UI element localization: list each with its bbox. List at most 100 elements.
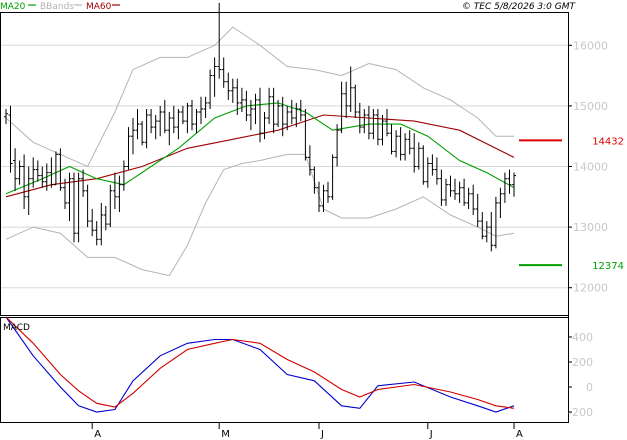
ohlc-bar	[239, 87, 244, 112]
ohlc-bar	[31, 157, 36, 188]
ohlc-bar	[8, 105, 13, 173]
ohlc-bar	[375, 109, 380, 146]
ohlc-bar	[248, 99, 253, 131]
ohlc-bar	[321, 184, 326, 212]
ohlc-bar	[335, 124, 340, 167]
ohlc-bar	[185, 102, 190, 134]
ohlc-bar	[53, 151, 58, 186]
ohlc-bar	[371, 109, 376, 140]
ohlc-bar	[108, 184, 113, 228]
macd-y-tick-label: 400	[572, 331, 593, 344]
price-y-tick-label: 15000	[573, 100, 608, 113]
ohlc-bar	[244, 90, 249, 122]
ohlc-bar	[262, 112, 267, 140]
ohlc-bar	[253, 93, 258, 125]
ohlc-bar	[466, 187, 471, 209]
ohlc-bar	[407, 130, 412, 155]
ohlc-bar	[4, 109, 8, 125]
ohlc-bar	[44, 163, 49, 191]
ohlc-bar	[26, 166, 31, 215]
ohlc-bar	[190, 99, 194, 131]
ohlc-bar	[72, 172, 76, 243]
macd-lines	[5, 316, 515, 413]
copyright-timestamp: © TEC 5/8/2026 3:0 GMT	[462, 2, 577, 12]
macd-y-tick-label: -200	[568, 406, 593, 419]
ohlc-bar	[439, 169, 444, 206]
ohlc-bar	[40, 166, 45, 188]
ohlc-bar	[512, 172, 516, 197]
ohlc-bar	[493, 196, 498, 249]
ma20-line	[5, 102, 515, 195]
ohlc-bar	[475, 193, 480, 228]
ohlc-bar	[63, 178, 67, 209]
price-gridlines	[1, 44, 568, 289]
ohlc-bar	[217, 2, 222, 79]
ohlc-bar	[199, 96, 203, 125]
ohlc-bar	[167, 112, 172, 146]
price-y-tick-label: 16000	[573, 39, 608, 52]
ohlc-bar	[212, 57, 217, 97]
ohlc-bar	[208, 69, 213, 109]
ohlc-bar	[421, 145, 426, 185]
price-panel	[0, 12, 569, 316]
ohlc-bar	[22, 154, 27, 209]
ma60-line	[5, 114, 515, 198]
bollinger-bands	[5, 26, 515, 277]
ohlc-bar	[135, 109, 140, 140]
ohlc-bar	[276, 99, 281, 128]
ohlc-bar	[453, 178, 457, 200]
ohlc-bar	[366, 105, 371, 140]
x-tick-label: J	[320, 429, 324, 440]
ohlc-bar	[430, 154, 435, 176]
ohlc-bar	[357, 102, 362, 134]
ohlc-bar	[344, 81, 349, 118]
ohlc-bar	[76, 172, 81, 243]
ohlc-bar	[221, 57, 226, 88]
ohlc-bar	[203, 96, 208, 118]
ohlc-bar	[176, 109, 181, 140]
ohlc-bar	[502, 172, 507, 203]
legend-ma60-label: MA60	[86, 2, 112, 12]
ohlc-bar	[17, 160, 22, 185]
ohlc-bar	[81, 169, 86, 197]
ohlc-bar	[85, 184, 90, 228]
ohlc-bar	[425, 157, 430, 188]
ohlc-bar	[280, 96, 285, 137]
macd-line	[5, 316, 515, 413]
ohlc-bar	[144, 109, 149, 149]
price-y-tick-label: 14000	[573, 161, 608, 174]
ohlc-bar	[489, 212, 494, 252]
ohlc-bar	[339, 81, 344, 134]
price-y-tick-label: 13000	[573, 221, 608, 234]
ohlc-bar	[126, 127, 131, 170]
macd-title: MACD	[3, 323, 30, 333]
ohlc-bar	[235, 78, 240, 115]
ohlc-bars	[4, 2, 516, 252]
ohlc-bar	[153, 115, 158, 140]
bb-lower-line	[5, 153, 515, 277]
x-tick-label: A	[516, 429, 523, 440]
bb-upper-line	[5, 26, 514, 168]
ohlc-bar	[385, 109, 389, 137]
ohlc-bar	[285, 105, 290, 131]
ohlc-bar	[103, 205, 108, 231]
price-y-axis: 16000 15000 14000 13000 12000	[568, 39, 608, 295]
ohlc-bar	[434, 157, 439, 185]
ohlc-bar	[149, 109, 154, 134]
ohlc-bar	[448, 175, 453, 197]
ohlc-bar	[326, 181, 330, 203]
ohlc-bar	[480, 212, 485, 240]
x-tick-label: A	[94, 429, 101, 440]
ohlc-bar	[67, 172, 72, 222]
ohlc-bar	[303, 109, 308, 161]
ohlc-bar	[194, 109, 199, 134]
ohlc-bar	[258, 87, 262, 143]
ohlc-bar	[471, 184, 476, 215]
ohlc-bar	[13, 148, 18, 191]
ohlc-bar	[330, 154, 335, 200]
ohlc-bar	[498, 187, 503, 218]
ohlc-bar	[462, 178, 467, 206]
price-levels: 14432 12374	[519, 136, 624, 272]
